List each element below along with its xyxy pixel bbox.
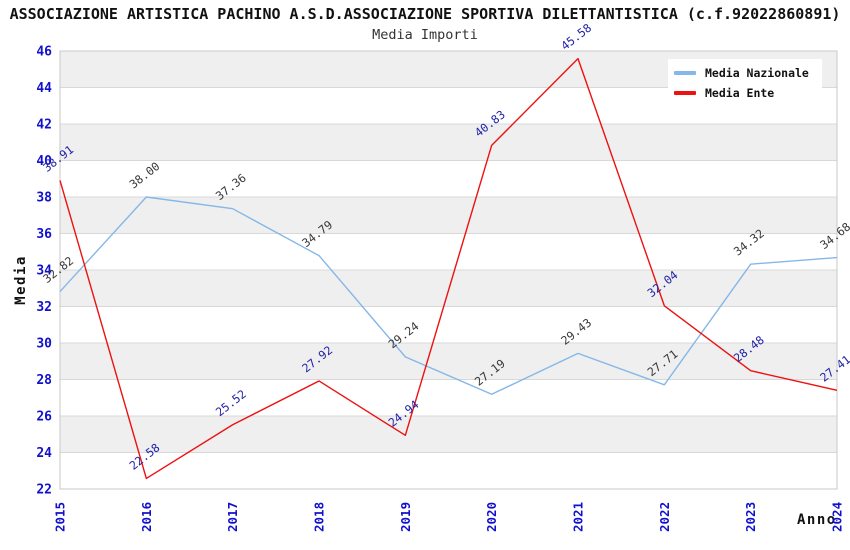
y-tick-label: 26: [36, 410, 52, 425]
x-tick-label: 2016: [139, 502, 154, 532]
media-ente-data-label: 25.52: [213, 387, 249, 419]
legend-label: Media Nazionale: [705, 66, 809, 80]
x-tick-label: 2023: [743, 502, 758, 532]
y-tick-label: 22: [36, 483, 52, 498]
media-ente-data-label: 45.58: [558, 21, 594, 53]
legend-item-media-ente[interactable]: Media Ente: [674, 83, 816, 103]
x-tick-label: 2017: [225, 502, 240, 532]
media-nazionale-data-label: 38.00: [127, 159, 163, 191]
y-tick-label: 30: [36, 337, 52, 352]
media-nazionale-line-swatch: [674, 71, 696, 75]
y-tick-label: 44: [36, 81, 52, 96]
page-title: ASSOCIAZIONE ARTISTICA PACHINO A.S.D.ASS…: [9, 5, 841, 23]
plot-band: [60, 197, 837, 234]
y-tick-label: 32: [36, 300, 52, 315]
media-nazionale-line: [59, 196, 838, 395]
x-axis-title: Anno: [797, 512, 837, 528]
y-tick-label: 34: [36, 264, 52, 279]
plot-border: [59, 50, 838, 490]
x-tick-label: 2022: [657, 502, 672, 532]
x-tick-label: 2021: [571, 502, 586, 532]
x-tick-label: 2018: [312, 502, 327, 532]
legend: Media Nazionale Media Ente: [668, 59, 822, 109]
x-tick-label: 2020: [484, 502, 499, 532]
media-ente-line-swatch: [674, 91, 696, 95]
legend-item-media-nazionale[interactable]: Media Nazionale: [674, 63, 816, 83]
chart-title: Media Importi: [372, 27, 478, 43]
legend-label: Media Ente: [705, 86, 775, 100]
x-tick-label: 2024: [830, 502, 845, 532]
plot-band: [60, 416, 837, 453]
plot-band: [60, 343, 837, 380]
y-tick-label: 28: [36, 373, 52, 388]
x-tick-label: 2015: [53, 502, 68, 532]
y-tick-label: 40: [36, 154, 52, 169]
y-tick-label: 36: [36, 227, 52, 242]
media-ente-line: [59, 57, 838, 480]
x-tick-label: 2019: [398, 502, 413, 532]
y-tick-label: 46: [36, 45, 52, 60]
y-tick-label: 24: [36, 446, 52, 461]
y-tick-label: 42: [36, 118, 52, 133]
plot-band: [60, 124, 837, 161]
y-tick-label: 38: [36, 191, 52, 206]
